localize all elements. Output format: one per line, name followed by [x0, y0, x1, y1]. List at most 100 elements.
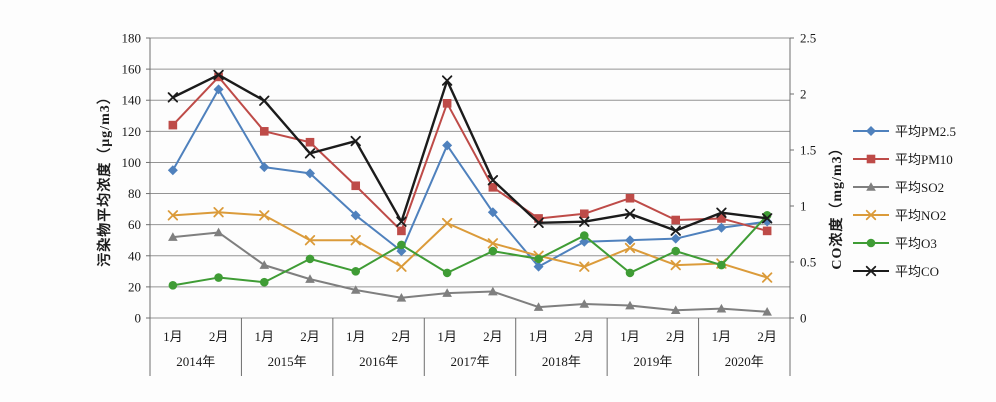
data-point-marker	[350, 135, 361, 147]
data-point-marker	[304, 148, 316, 159]
data-point-marker	[259, 127, 269, 136]
data-point-marker	[488, 183, 498, 192]
data-point-marker	[351, 181, 361, 191]
data-point-marker	[350, 285, 361, 294]
month-label: 1月	[437, 329, 457, 344]
legend-label: 平均PM10	[895, 152, 953, 167]
y2-axis-tick-label: 0	[800, 311, 807, 326]
legend-marker-no2	[853, 209, 889, 220]
month-label: 2月	[392, 329, 412, 344]
data-point-marker	[213, 69, 224, 81]
data-point-marker	[625, 235, 635, 246]
year-label: 2014年	[176, 354, 215, 369]
y-axis-tick-label: 120	[122, 124, 142, 139]
series-平均PM2.5	[167, 84, 773, 272]
series-line	[172, 231, 768, 313]
month-label: 2月	[209, 329, 229, 344]
month-label: 1月	[163, 329, 183, 344]
data-point-marker	[213, 227, 224, 237]
data-point-marker	[396, 246, 407, 257]
month-label: 2月	[300, 329, 320, 344]
left-axis-title: 污染物平均浓度（μg/m3）	[98, 89, 113, 267]
data-point-marker	[762, 306, 772, 316]
y-axis-tick-label: 160	[122, 62, 142, 77]
series-line	[172, 73, 768, 232]
y-axis-tick-label: 80	[128, 186, 141, 201]
data-point-marker	[866, 125, 876, 136]
series-line	[172, 211, 768, 279]
data-point-marker	[533, 217, 544, 228]
data-point-marker	[534, 214, 543, 223]
y-axis-tick-label: 40	[128, 248, 141, 263]
series-平均O3	[168, 211, 772, 290]
series-line	[172, 214, 768, 287]
month-label: 1月	[346, 329, 366, 344]
data-point-marker	[397, 240, 406, 250]
data-point-marker	[397, 226, 406, 236]
data-point-marker	[167, 165, 178, 176]
data-point-marker	[866, 238, 876, 247]
data-point-marker	[534, 254, 543, 264]
data-point-marker	[671, 215, 681, 225]
y-axis-tick-label: 20	[128, 279, 141, 294]
data-point-marker	[625, 193, 635, 203]
legend-item-o3: 平均O3	[852, 233, 956, 252]
data-point-marker	[214, 273, 223, 282]
legend-label: 平均PM2.5	[895, 124, 957, 139]
data-point-marker	[442, 140, 453, 151]
legend-marker-o3	[853, 238, 889, 247]
data-point-marker	[259, 277, 269, 287]
data-point-marker	[579, 231, 589, 240]
legend-marker-pm25	[853, 125, 889, 136]
y2-axis-tick-label: 1.5	[800, 143, 816, 158]
month-label: 2月	[575, 329, 595, 344]
data-point-marker	[717, 214, 726, 223]
data-point-marker	[259, 210, 270, 221]
y-axis-tick-label: 140	[122, 93, 142, 108]
month-label: 1月	[712, 329, 732, 344]
data-point-marker	[533, 261, 544, 272]
data-point-marker	[442, 99, 452, 108]
data-point-marker	[351, 267, 361, 276]
data-point-marker	[168, 120, 178, 130]
data-point-marker	[670, 233, 681, 244]
data-point-marker	[866, 181, 876, 191]
series-line	[171, 88, 768, 268]
data-point-marker	[762, 226, 772, 236]
data-point-marker	[305, 274, 315, 283]
data-point-marker	[167, 210, 179, 221]
y-axis-tick-label: 0	[135, 311, 142, 326]
data-point-marker	[213, 207, 224, 218]
y-axis-tick-label: 180	[122, 31, 142, 46]
legend-item-no2: 平均NO2	[852, 205, 956, 224]
month-label: 2月	[757, 329, 777, 344]
series-平均CO	[167, 69, 773, 236]
data-point-marker	[213, 84, 224, 95]
data-point-marker	[761, 213, 773, 224]
data-point-marker	[579, 299, 590, 308]
data-point-marker	[305, 168, 315, 179]
year-label: 2020年	[725, 354, 764, 369]
data-point-marker	[671, 246, 681, 256]
data-point-marker	[441, 217, 453, 229]
data-point-marker	[624, 208, 636, 220]
y-axis-tick-label: 60	[128, 217, 141, 232]
series-line	[172, 75, 768, 232]
data-point-marker	[442, 268, 452, 278]
data-point-marker	[865, 265, 877, 276]
y2-axis-tick-label: 2	[800, 87, 807, 102]
month-label: 1月	[529, 329, 549, 344]
series-平均PM10	[168, 72, 772, 236]
month-label: 2月	[483, 329, 503, 344]
data-point-marker	[488, 286, 498, 296]
month-label: 2月	[666, 329, 686, 344]
year-label: 2016年	[359, 354, 398, 369]
legend-marker-pm10	[853, 154, 889, 163]
y2-axis-tick-label: 0.5	[800, 255, 816, 270]
legend-label: 平均CO	[895, 264, 940, 279]
data-point-marker	[442, 288, 452, 297]
data-point-marker	[396, 261, 407, 272]
data-point-marker	[304, 235, 316, 246]
